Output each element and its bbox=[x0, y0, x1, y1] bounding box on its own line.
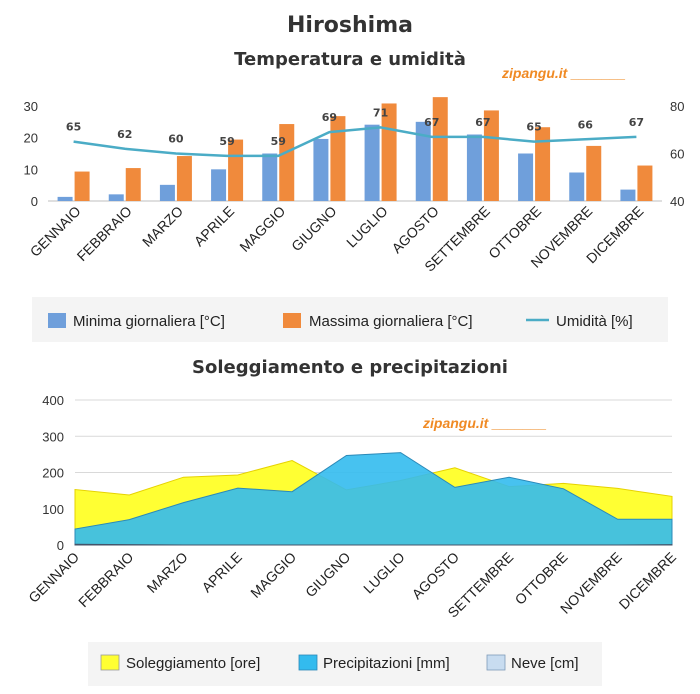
bar-min-marzo bbox=[159, 184, 175, 201]
bar-max-dicembre bbox=[637, 165, 653, 201]
humidity-label-gennaio: 65 bbox=[66, 121, 81, 134]
humidity-label-aprile: 59 bbox=[219, 135, 234, 148]
chart1-legend: Minima giornaliera [°C] Massima giornali… bbox=[32, 297, 668, 342]
humidity-series-line bbox=[73, 126, 637, 158]
humidity-label-dicembre: 67 bbox=[629, 116, 644, 129]
bar-min-settembre bbox=[466, 134, 482, 201]
bar-min-novembre bbox=[569, 172, 585, 201]
chart2-legend-background bbox=[88, 642, 602, 686]
chart1-y-right-tick: 60 bbox=[670, 147, 684, 162]
bar-max-marzo bbox=[176, 156, 192, 201]
chart2-y-tick: 200 bbox=[42, 466, 64, 481]
bar-max-maggio bbox=[279, 124, 295, 201]
humidity-label-giugno: 69 bbox=[322, 111, 337, 124]
chart2-y-tick: 300 bbox=[42, 429, 64, 444]
bar-min-maggio bbox=[262, 153, 278, 201]
chart2-areas bbox=[74, 452, 673, 546]
legend-min-swatch bbox=[48, 313, 66, 328]
chart1-y-right-tick: 40 bbox=[670, 194, 684, 209]
chart1-y-left-tick: 10 bbox=[24, 162, 38, 177]
humidity-label-luglio: 71 bbox=[373, 106, 388, 119]
chart1-data-labels: 65 62 60 59 59 69 71 67 67 65 66 67 bbox=[66, 106, 644, 148]
legend-min-label: Minima giornaliera [°C] bbox=[73, 313, 225, 330]
bar-min-gennaio bbox=[57, 196, 73, 201]
chart1-x-tick-febbraio: FEBBRAIO bbox=[73, 203, 134, 264]
main-title: Hiroshima bbox=[287, 13, 413, 38]
bar-max-febbraio bbox=[125, 168, 141, 201]
chart2-y-tick: 100 bbox=[42, 502, 64, 517]
bar-max-aprile bbox=[228, 139, 244, 201]
chart1-x-tick-agosto: AGOSTO bbox=[388, 203, 442, 257]
bar-max-ottobre bbox=[535, 127, 551, 201]
bar-min-luglio bbox=[364, 124, 380, 201]
bar-max-gennaio bbox=[74, 171, 90, 201]
bar-min-giugno bbox=[313, 138, 329, 201]
chart1-y-left-tick: 20 bbox=[24, 131, 38, 146]
bar-max-agosto bbox=[432, 97, 448, 201]
chart1-bars bbox=[57, 97, 653, 201]
legend-sunshine-swatch bbox=[100, 654, 120, 671]
chart1-x-tick-giugno: GIUGNO bbox=[288, 203, 340, 255]
humidity-label-maggio: 59 bbox=[271, 135, 286, 148]
bar-min-febbraio bbox=[108, 194, 124, 201]
watermark-1: zipangu.it _______ bbox=[501, 65, 626, 81]
chart2-x-tick-maggio: MAGGIO bbox=[247, 549, 299, 601]
legend-snow-label: Neve [cm] bbox=[511, 655, 579, 672]
legend-humidity-label: Umidità [%] bbox=[556, 313, 633, 330]
chart1-title: Temperatura e umidità bbox=[234, 49, 466, 70]
chart2-x-tick-febbraio: FEBBRAIO bbox=[75, 549, 136, 610]
chart2-x-tick-luglio: LUGLIO bbox=[360, 549, 408, 597]
chart2-y-axis: 0 100 200 300 400 bbox=[42, 393, 64, 553]
chart1-y-left-tick: 0 bbox=[31, 194, 38, 209]
bar-min-aprile bbox=[211, 169, 227, 201]
chart1-y-axis-left: 0 10 20 30 bbox=[24, 99, 38, 209]
humidity-label-ottobre: 65 bbox=[526, 121, 541, 134]
humidity-label-febbraio: 62 bbox=[117, 128, 132, 141]
area-neve-cm bbox=[74, 543, 673, 546]
legend-precipitation-label: Precipitazioni [mm] bbox=[323, 655, 450, 672]
legend-max-swatch bbox=[283, 313, 301, 328]
chart2-title: Soleggiamento e precipitazioni bbox=[192, 357, 508, 378]
humidity-label-agosto: 67 bbox=[424, 116, 439, 129]
humidity-label-marzo: 60 bbox=[168, 133, 184, 146]
bar-max-novembre bbox=[586, 145, 602, 201]
chart2-x-tick-gennaio: GENNAIO bbox=[25, 549, 82, 606]
chart1-x-tick-aprile: APRILE bbox=[191, 203, 238, 250]
chart2-y-tick: 0 bbox=[57, 538, 64, 553]
area-precipitazioni-mm bbox=[74, 452, 673, 546]
chart1-legend-background bbox=[32, 297, 668, 342]
chart1-x-tick-luglio: LUGLIO bbox=[343, 203, 391, 251]
bar-min-agosto bbox=[415, 121, 431, 201]
chart2-y-tick: 400 bbox=[42, 393, 64, 408]
chart2-x-tick-giugno: GIUGNO bbox=[302, 549, 354, 601]
humidity-label-novembre: 66 bbox=[578, 118, 594, 131]
chart2-x-tick-dicembre: DICEMBRE bbox=[616, 549, 680, 613]
legend-max-label: Massima giornaliera [°C] bbox=[309, 313, 473, 330]
chart1-x-tick-marzo: MARZO bbox=[139, 203, 186, 250]
chart1-y-right-tick: 80 bbox=[670, 99, 684, 114]
chart1-y-left-tick: 30 bbox=[24, 99, 38, 114]
legend-precipitation-swatch bbox=[298, 654, 318, 671]
chart1-humidity-line bbox=[73, 126, 637, 158]
bar-max-giugno bbox=[330, 116, 346, 201]
chart2-x-tick-agosto: AGOSTO bbox=[409, 549, 463, 603]
bar-max-settembre bbox=[483, 110, 499, 201]
chart2-x-tick-aprile: APRILE bbox=[198, 549, 245, 596]
chart1-x-tick-maggio: MAGGIO bbox=[236, 203, 288, 255]
chart2-x-tick-marzo: MARZO bbox=[144, 549, 191, 596]
chart2-legend: Soleggiamento [ore] Precipitazioni [mm] … bbox=[88, 642, 602, 686]
legend-snow-swatch bbox=[486, 654, 506, 671]
watermark-2: zipangu.it _______ bbox=[422, 415, 547, 431]
chart2-x-tick-ottobre: OTTOBRE bbox=[512, 549, 571, 608]
bar-min-dicembre bbox=[620, 189, 636, 201]
humidity-label-settembre: 67 bbox=[475, 116, 490, 129]
chart1-y-axis-right: 40 60 80 bbox=[670, 99, 684, 209]
legend-sunshine-label: Soleggiamento [ore] bbox=[126, 655, 260, 672]
bar-min-ottobre bbox=[518, 153, 534, 201]
